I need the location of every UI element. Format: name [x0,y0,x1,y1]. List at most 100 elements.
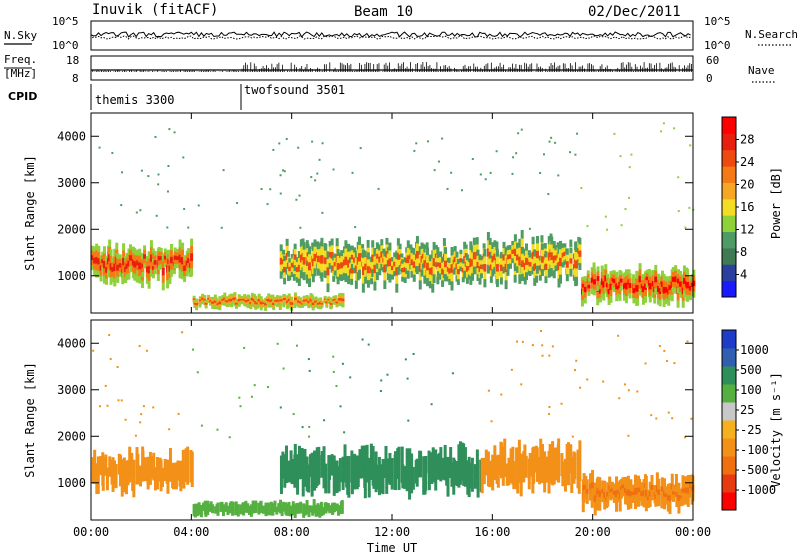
heatmap-cell [253,384,256,387]
heatmap-cell [190,238,194,247]
heatmap-cell [496,467,500,475]
heatmap-cell [418,246,422,256]
freq-traces [90,62,693,72]
heatmap-cell [252,508,256,512]
heatmap-cell [551,441,555,451]
heatmap-cell [401,276,405,282]
heatmap-cell [339,405,342,408]
heatmap-cell [629,485,633,492]
heatmap-cell [650,494,654,501]
heatmap-cell [641,280,645,287]
heatmap-cell [483,279,487,288]
heatmap-cell [136,471,140,479]
heatmap-cell [603,486,607,493]
colorbar-swatch [722,330,736,349]
heatmap-cell [330,454,334,459]
heatmap-cell [91,250,95,256]
heatmap-cell [183,260,187,267]
heatmap-cell [388,258,392,267]
heatmap-cell [285,445,289,454]
heatmap-cell [323,295,327,298]
x-tick-label: 20:00 [575,525,611,539]
heatmap-cell [184,461,188,469]
heatmap-cell [688,290,692,296]
heatmap-cell [293,509,297,513]
heatmap-cell [302,297,306,301]
heatmap-cell [439,268,443,275]
heatmap-cell [275,509,279,512]
heatmap-cell [638,478,642,484]
heatmap-cell [193,506,197,510]
heatmap-cell [484,469,488,476]
heatmap-cell [369,472,373,481]
heatmap-cell [456,279,460,285]
heatmap-cell [480,478,484,487]
heatmap-cell [133,267,137,275]
heatmap-cell [183,255,187,261]
heatmap-cell [552,248,556,257]
heatmap-cell [434,257,438,263]
heatmap-cell [670,478,674,485]
heatmap-cell [293,514,297,519]
heatmap-cell [344,256,348,266]
heatmap-cell [433,169,436,172]
heatmap-cell [297,302,301,306]
heatmap-cell [105,471,109,477]
heatmap-cell [350,250,354,256]
heatmap-cell [395,283,399,293]
heatmap-cell [496,454,500,462]
heatmap-cell [297,452,301,460]
heatmap-cell [408,490,412,500]
heatmap-cell [505,472,509,478]
heatmap-cell [282,501,286,505]
heatmap-cell [644,475,648,484]
heatmap-cell [601,497,605,503]
heatmap-cell [135,211,138,214]
heatmap-cell [379,486,383,494]
heatmap-cell [484,449,488,456]
heatmap-cell [353,252,357,259]
heatmap-cell [120,171,123,174]
heatmap-cell [316,503,320,507]
heatmap-cell [516,242,520,250]
heatmap-cell [335,479,339,487]
heatmap-cell [246,506,250,510]
heatmap-cell [139,469,143,475]
heatmap-cell [132,474,136,483]
noise-right-label: N.Search [745,28,798,41]
heatmap-cell [140,169,143,172]
heatmap-cell [308,435,311,438]
heatmap-cell [279,244,283,252]
heatmap-cell [493,445,497,453]
heatmap-cell [343,474,347,483]
heatmap-cell [633,488,637,496]
heatmap-cell [679,498,683,503]
heatmap-cell [612,494,616,500]
heatmap-cell [290,262,294,269]
heatmap-cell [302,503,306,507]
heatmap-cell [656,298,660,305]
heatmap-cell [279,478,283,487]
heatmap-cell [240,298,244,302]
heatmap-cell [113,263,117,272]
heatmap-cell [328,455,332,461]
heatmap-cell [178,270,182,279]
heatmap-cell [684,492,688,500]
heatmap-cell [674,265,678,272]
heatmap-cell [467,472,471,482]
heatmap-cell [547,260,551,270]
heatmap-cell [593,482,597,490]
heatmap-cell [277,509,281,512]
heatmap-cell [484,454,488,461]
heatmap-cell [396,245,400,254]
heatmap-cell [648,496,652,503]
heatmap-cell [155,214,158,217]
heatmap-cell [350,254,354,260]
heatmap-cell [682,277,686,285]
heatmap-cell [666,359,669,362]
heatmap-cell [309,454,313,460]
heatmap-cell [91,260,95,266]
colorbar-tick-label: 12 [740,223,754,237]
heatmap-cell [354,280,358,289]
heatmap-cell [149,268,153,277]
